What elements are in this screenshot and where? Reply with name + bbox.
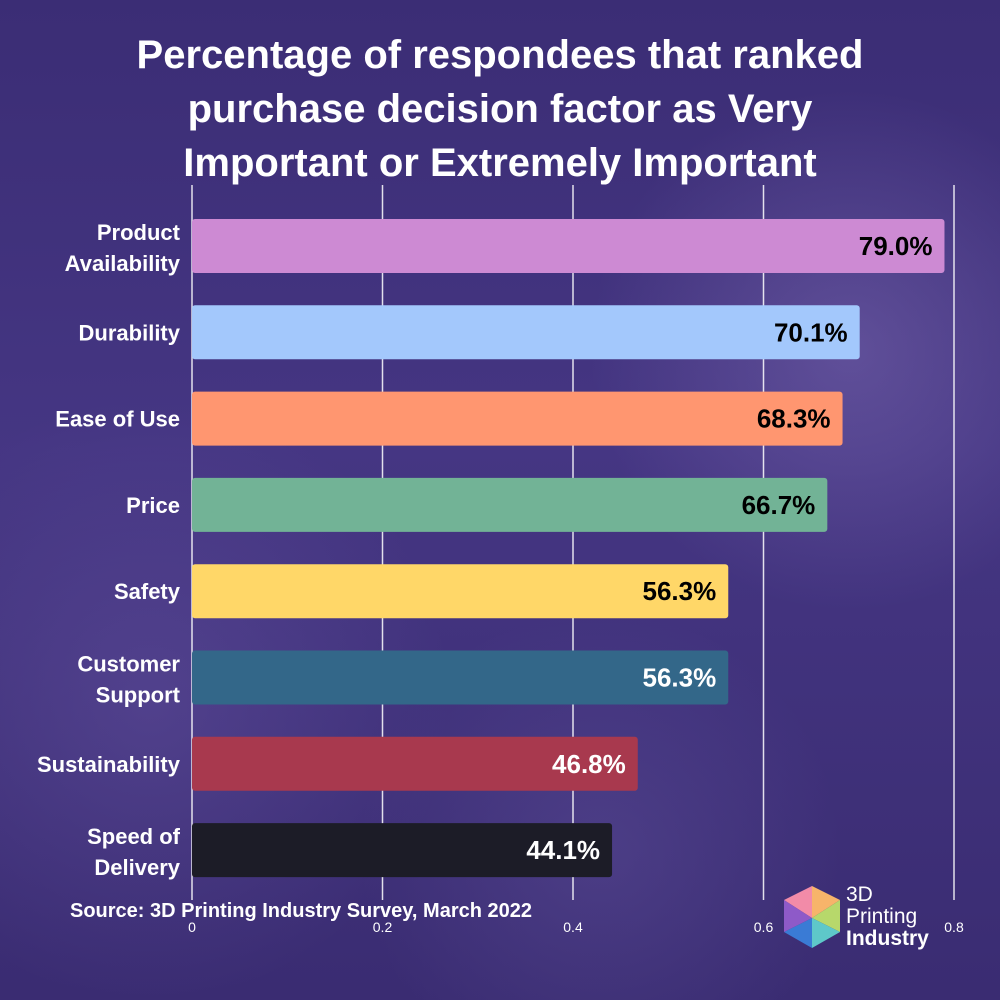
bar-value-label: 70.1%: [774, 317, 848, 347]
chart-title-line-3: Important or Extremely Important: [183, 141, 817, 185]
bar: [192, 823, 613, 878]
brand-logo: 3D Printing Industry: [784, 884, 994, 954]
brand-logo-facet: [812, 918, 840, 948]
chart-title-line-2: purchase decision factor as Very: [187, 87, 813, 131]
bar-value-label: 79.0%: [859, 231, 933, 261]
category-label: Price: [126, 493, 180, 518]
bar-value-label: 68.3%: [757, 404, 831, 434]
category-label: Customer: [77, 652, 180, 677]
bar: [192, 736, 638, 791]
chart-title: Percentage of respondees that ranked purc…: [0, 28, 1000, 190]
category-label: Availability: [65, 251, 181, 276]
bar-value-label: 44.1%: [526, 835, 600, 865]
category-label: Ease of Use: [55, 407, 180, 432]
bar-value-label: 66.7%: [742, 490, 816, 520]
category-label: Product: [97, 220, 181, 245]
bar: [192, 391, 843, 446]
x-tick-label: 0.8: [944, 919, 964, 935]
brand-line-3: Industry: [846, 927, 929, 950]
brand-line-2: Printing: [846, 905, 918, 928]
x-tick-label: 0: [188, 919, 196, 935]
x-tick-label: 0.2: [373, 919, 393, 935]
category-label: Support: [96, 683, 181, 708]
x-tick-label: 0.4: [563, 919, 583, 935]
bar: [192, 650, 729, 705]
category-label: Delivery: [94, 855, 180, 880]
bar-value-label: 46.8%: [552, 749, 626, 779]
brand-logo-facet: [812, 886, 840, 918]
category-label: Speed of: [87, 824, 181, 849]
category-label: Sustainability: [37, 752, 181, 777]
bar-value-label: 56.3%: [643, 663, 717, 693]
x-tick-label: 0.6: [754, 919, 774, 935]
category-label: Durability: [79, 320, 181, 345]
brand-line-1: 3D: [846, 883, 873, 906]
brand-logo-facet: [784, 918, 812, 948]
brand-logo-icon: [784, 886, 840, 948]
brand-logo-facet: [812, 900, 840, 932]
brand-logo-facet: [784, 886, 812, 918]
category-label: Safety: [114, 579, 181, 604]
chart-title-line-1: Percentage of respondees that ranked: [136, 33, 864, 77]
bar: [192, 305, 860, 360]
bar: [192, 219, 945, 273]
bar-value-label: 56.3%: [643, 576, 717, 606]
bar: [192, 564, 729, 619]
source-note: Source: 3D Printing Industry Survey, Mar…: [70, 900, 532, 922]
bar: [192, 477, 828, 532]
brand-logo-facet: [784, 900, 812, 932]
